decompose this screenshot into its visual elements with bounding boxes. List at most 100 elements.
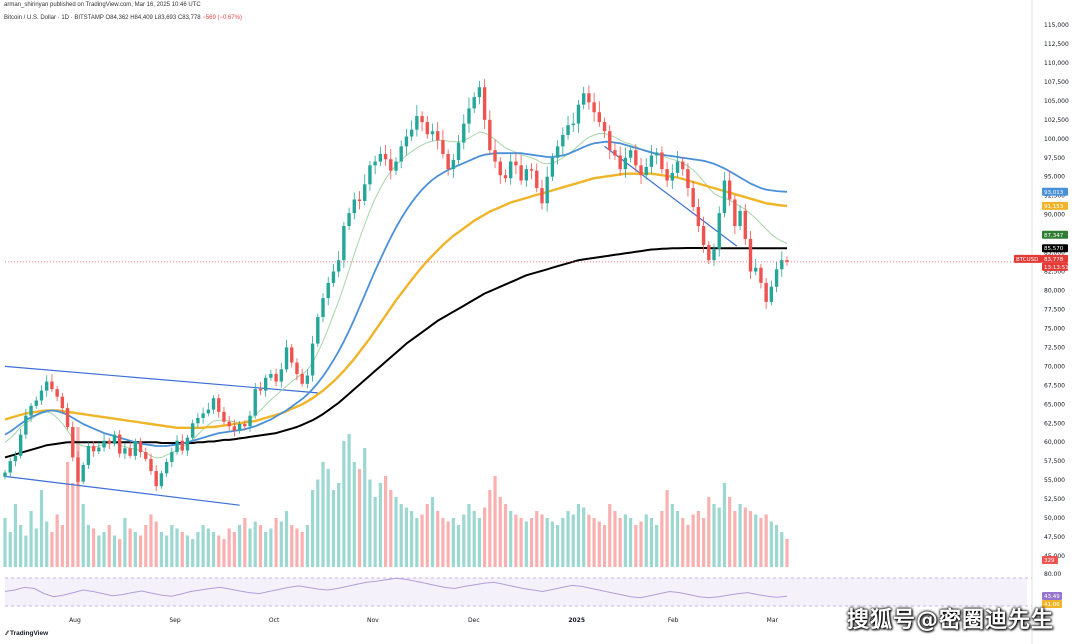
volume-bar xyxy=(483,507,487,567)
volume-bar xyxy=(201,525,205,567)
candle-body xyxy=(623,157,628,170)
rsi-tick-label: 80.00 xyxy=(1044,571,1061,578)
volume-bar xyxy=(248,528,252,567)
candle-body xyxy=(482,87,487,120)
candle-body xyxy=(243,424,247,427)
y-tick-label: 90,000 xyxy=(1044,212,1065,219)
candle-body xyxy=(644,166,648,176)
candle-body xyxy=(290,347,294,363)
candle-body xyxy=(420,116,424,123)
candle-body xyxy=(91,446,96,452)
candle-body xyxy=(738,210,742,227)
volume-bar xyxy=(185,535,190,567)
volume-bar xyxy=(493,476,497,567)
candle-body xyxy=(696,207,701,227)
volume-bar xyxy=(128,528,132,567)
volume-bar xyxy=(576,504,581,567)
rsi-tick-label: 43.49 xyxy=(1044,594,1060,600)
candle-body xyxy=(785,260,789,262)
volume-bar xyxy=(97,535,101,567)
candle-body xyxy=(378,153,383,162)
candle-body xyxy=(237,424,242,431)
candle-body xyxy=(331,271,336,283)
volume-bar xyxy=(222,539,226,567)
price-tag-label: 91,153 xyxy=(1044,204,1064,210)
x-tick-label: Dec xyxy=(468,617,480,624)
volume-bar xyxy=(394,497,398,567)
candle-body xyxy=(211,398,216,410)
candle-body xyxy=(675,161,680,173)
volume-bar xyxy=(269,528,273,567)
tradingview-logo[interactable]: ⁄⁄ TradingView xyxy=(6,630,48,637)
volume-bar xyxy=(264,532,268,567)
y-tick-label: 95,000 xyxy=(1044,174,1065,181)
volume-bar xyxy=(587,514,591,567)
volume-bar xyxy=(227,528,231,567)
y-tick-label: 82,500 xyxy=(1044,269,1065,276)
volume-bar xyxy=(582,507,586,567)
x-tick-label: 2025 xyxy=(568,617,585,624)
candle-body xyxy=(587,93,591,103)
candle-body xyxy=(456,142,461,161)
candle-body xyxy=(727,180,732,200)
candle-body xyxy=(754,267,758,272)
volume-bar xyxy=(404,507,409,567)
rsi-band xyxy=(5,578,1027,606)
volume-bar xyxy=(639,521,643,567)
volume-bar xyxy=(415,518,419,567)
volume-bar xyxy=(509,511,513,567)
candle-body xyxy=(576,104,581,124)
y-tick-label: 77,500 xyxy=(1044,306,1065,313)
ma-long-line xyxy=(4,172,788,429)
price-tag-label: 93,013 xyxy=(1044,190,1064,196)
candle-body xyxy=(660,152,664,170)
price-tag-label: 13:13:51 xyxy=(1044,265,1069,271)
y-tick-label: 70,000 xyxy=(1044,363,1065,370)
candle-body xyxy=(707,244,711,261)
volume-bar xyxy=(780,532,784,567)
candle-body xyxy=(628,150,633,158)
candle-body xyxy=(159,473,164,487)
volume-bar xyxy=(378,483,382,567)
candle-body xyxy=(508,161,513,179)
price-tag-label: 85,570 xyxy=(1044,246,1064,252)
candle-body xyxy=(86,446,91,465)
candle-body xyxy=(769,286,774,302)
candle-body xyxy=(681,161,685,170)
volume-bar xyxy=(123,518,127,567)
volume-bar xyxy=(488,490,492,567)
candle-body xyxy=(81,464,85,482)
candle-body xyxy=(748,238,753,272)
candle-body xyxy=(123,448,127,454)
volume-bar xyxy=(420,514,424,567)
volume-bar xyxy=(686,525,690,567)
y-tick-label: 65,000 xyxy=(1044,401,1065,408)
y-tick-label: 72,500 xyxy=(1044,344,1065,351)
candle-body xyxy=(701,226,706,245)
volume-bar xyxy=(3,518,7,567)
price-tag xyxy=(1042,201,1068,210)
volume-bar xyxy=(602,525,607,567)
volume-bar xyxy=(649,518,654,567)
candle-body xyxy=(71,427,75,458)
volume-bar xyxy=(743,507,747,567)
volume-bar xyxy=(785,539,789,567)
candle-body xyxy=(170,452,174,462)
candle-body xyxy=(665,169,669,181)
symbol-line: Bitcoin / U.S. Dollar · 1D · BITSTAMP xyxy=(4,15,104,21)
candle-body xyxy=(774,269,779,287)
candle-body xyxy=(566,125,570,135)
candle-body xyxy=(389,159,393,171)
candle-body xyxy=(540,188,544,204)
candle-body xyxy=(133,441,138,456)
volume-bar xyxy=(707,497,711,567)
candle-body xyxy=(780,260,784,270)
volume-bar xyxy=(55,514,59,567)
candle-body xyxy=(654,152,659,156)
candle-body xyxy=(144,452,148,459)
volume-bar xyxy=(634,525,638,567)
volume-bar xyxy=(373,497,377,567)
volume-bar xyxy=(368,479,372,567)
candle-body xyxy=(190,423,195,438)
